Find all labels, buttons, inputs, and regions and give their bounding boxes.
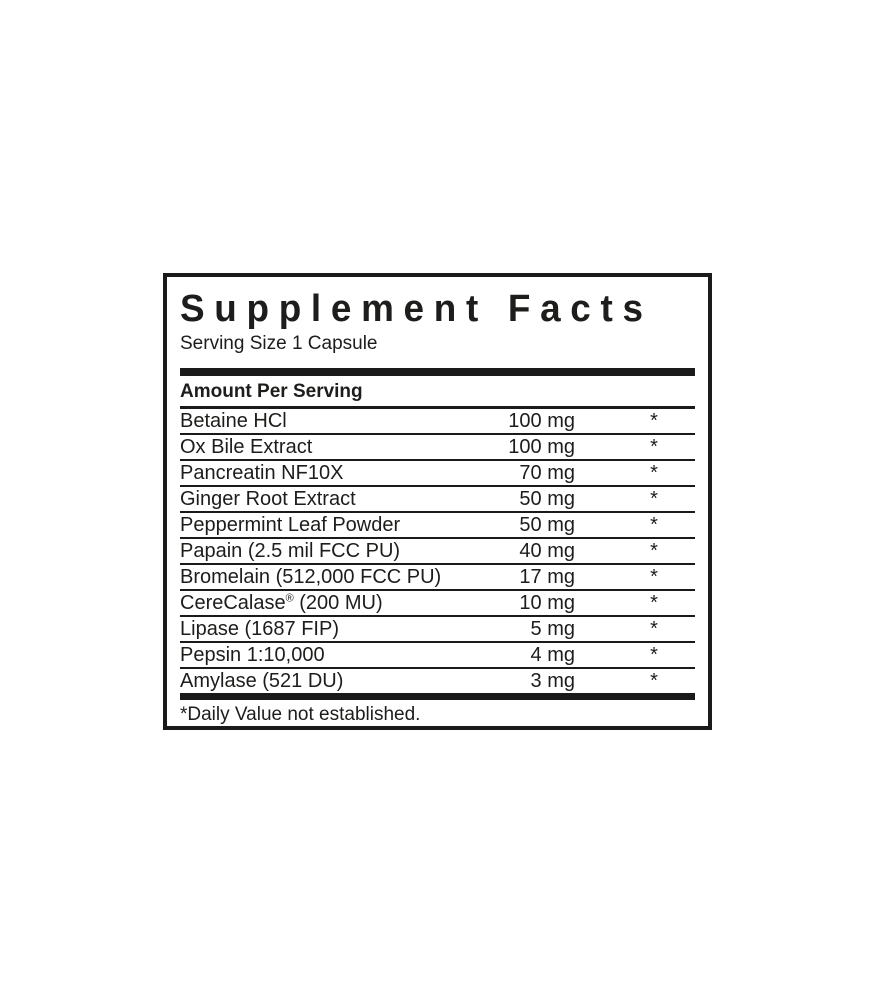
daily-value-asterisk: * [650, 410, 658, 432]
daily-value-asterisk: * [650, 488, 658, 510]
ingredient-name: Betaine HCl [180, 410, 287, 432]
ingredient-row: Amylase (521 DU) 3 mg * [180, 669, 695, 693]
ingredient-name: Pancreatin NF10X [180, 462, 344, 484]
ingredient-name: Lipase (1687 FIP) [180, 618, 339, 640]
daily-value-asterisk: * [650, 670, 658, 692]
ingredient-table: Betaine HCl 100 mg * Ox Bile Extract 100… [180, 409, 695, 693]
daily-value-asterisk: * [650, 436, 658, 458]
ingredient-row: Bromelain (512,000 FCC PU) 17 mg * [180, 565, 695, 591]
ingredient-amount: 3 mg [530, 670, 575, 692]
ingredient-name: Papain (2.5 mil FCC PU) [180, 540, 401, 562]
daily-value-asterisk: * [650, 514, 658, 536]
ingredient-amount: 50 mg [519, 514, 575, 536]
ingredient-row: Papain (2.5 mil FCC PU) 40 mg * [180, 539, 695, 565]
daily-value-asterisk: * [650, 644, 658, 666]
ingredient-amount: 50 mg [519, 488, 575, 510]
ingredient-row: Lipase (1687 FIP) 5 mg * [180, 617, 695, 643]
daily-value-asterisk: * [650, 618, 658, 640]
ingredient-amount: 4 mg [530, 644, 575, 666]
ingredient-amount: 10 mg [519, 592, 575, 614]
daily-value-asterisk: * [650, 540, 658, 562]
ingredient-row: Peppermint Leaf Powder 50 mg * [180, 513, 695, 539]
ingredient-name: Pepsin 1:10,000 [180, 644, 325, 666]
ingredient-amount: 100 mg [508, 436, 575, 458]
ingredient-amount: 100 mg [508, 410, 575, 432]
ingredient-name: Peppermint Leaf Powder [180, 514, 401, 536]
ingredient-amount: 17 mg [519, 566, 575, 588]
ingredient-name: Ginger Root Extract [180, 488, 356, 510]
daily-value-footnote: *Daily Value not established. [180, 704, 421, 725]
serving-size-text: Serving Size 1 Capsule [180, 333, 378, 354]
panel-title: Supplement Facts [180, 288, 653, 330]
ingredient-amount: 40 mg [519, 540, 575, 562]
ingredient-row: Ox Bile Extract 100 mg * [180, 435, 695, 461]
ingredient-name: Bromelain (512,000 FCC PU) [180, 566, 442, 588]
ingredient-row: Betaine HCl 100 mg * [180, 409, 695, 435]
ingredient-row: Pepsin 1:10,000 4 mg * [180, 643, 695, 669]
divider-bar-top [180, 368, 695, 376]
ingredient-amount: 70 mg [519, 462, 575, 484]
ingredient-name: Ox Bile Extract [180, 436, 313, 458]
ingredient-name: Amylase (521 DU) [180, 670, 344, 692]
amount-per-serving-header: Amount Per Serving [180, 376, 695, 409]
daily-value-asterisk: * [650, 566, 658, 588]
daily-value-asterisk: * [650, 462, 658, 484]
daily-value-asterisk: * [650, 592, 658, 614]
supplement-facts-panel: Supplement Facts Serving Size 1 Capsule … [163, 273, 712, 730]
ingredient-row: Pancreatin NF10X 70 mg * [180, 461, 695, 487]
ingredient-row: CereCalase® (200 MU) 10 mg * [180, 591, 695, 617]
divider-bar-bottom [180, 693, 695, 700]
ingredient-row: Ginger Root Extract 50 mg * [180, 487, 695, 513]
ingredient-amount: 5 mg [530, 618, 575, 640]
ingredient-name: CereCalase® (200 MU) [180, 592, 383, 614]
